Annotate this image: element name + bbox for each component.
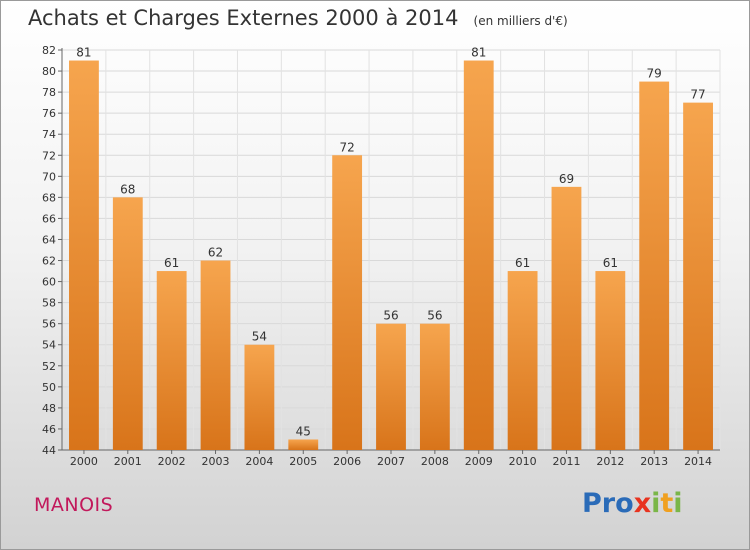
bar-2013 <box>639 81 670 450</box>
bar-value-label: 77 <box>690 88 705 102</box>
bar-2006 <box>332 155 363 450</box>
y-tick-label: 44 <box>42 444 56 457</box>
bar-value-label: 61 <box>603 256 618 270</box>
axes: 44 46 48 50 52 54 56 58 60 62 64 66 68 70 72 74 76 78 80 82… <box>42 44 720 468</box>
bar-2010 <box>507 271 538 450</box>
y-tick-label: 52 <box>42 360 56 373</box>
x-tick-label: 2003 <box>202 455 230 468</box>
bar-value-label: 69 <box>559 172 574 186</box>
bar-2001 <box>112 197 143 450</box>
logo-letter: P <box>582 488 602 519</box>
x-tick-label: 2006 <box>333 455 361 468</box>
y-tick-label: 58 <box>42 297 56 310</box>
x-tick-label: 2007 <box>377 455 405 468</box>
bars: 81 68 61 62 54 45 72 56 56 81 61 69 61 79 77 <box>69 46 713 451</box>
y-tick-label: 54 <box>42 339 56 352</box>
logo-letter: r <box>601 488 616 519</box>
x-tick-label: 2008 <box>421 455 449 468</box>
bar-value-label: 45 <box>296 424 311 438</box>
bar-value-label: 68 <box>120 182 135 196</box>
x-tick-label: 2001 <box>114 455 142 468</box>
y-tick-label: 62 <box>42 255 56 268</box>
bar-2012 <box>595 271 626 450</box>
y-tick-label: 60 <box>42 276 56 289</box>
x-tick-label: 2004 <box>245 455 273 468</box>
x-tick-label: 2014 <box>684 455 712 468</box>
logo-letter: t <box>660 488 674 519</box>
bar-2007 <box>376 323 406 450</box>
y-tick-label: 66 <box>42 212 56 225</box>
x-tick-label: 2009 <box>465 455 493 468</box>
bar-value-label: 79 <box>647 67 662 81</box>
y-tick-label: 76 <box>42 107 56 120</box>
city-name: MANOIS <box>34 494 114 516</box>
logo-letter: x <box>633 488 652 519</box>
logo-letter: o <box>615 488 634 519</box>
bar-value-label: 62 <box>208 246 223 260</box>
y-tick-label: 46 <box>42 423 56 436</box>
x-tick-label: 2002 <box>158 455 186 468</box>
bar-2008 <box>419 323 450 450</box>
y-tick-label: 74 <box>42 128 56 141</box>
logo-letter: i <box>651 488 661 519</box>
x-tick-label: 2011 <box>552 455 580 468</box>
bar-2011 <box>551 186 582 450</box>
bar-2002 <box>156 271 187 450</box>
x-tick-label: 2013 <box>640 455 668 468</box>
chart-unit: (en milliers d'€) <box>473 14 568 28</box>
bar-value-label: 81 <box>471 46 486 60</box>
x-tick-label: 2005 <box>289 455 317 468</box>
bar-value-label: 56 <box>383 309 398 323</box>
y-tick-label: 78 <box>42 86 56 99</box>
x-tick-label: 2012 <box>596 455 624 468</box>
bar-2014 <box>683 102 713 450</box>
bar-2000 <box>69 60 99 451</box>
chart-title-block: Achats et Charges Externes 2000 à 2014 (… <box>28 6 568 30</box>
chart-title: Achats et Charges Externes 2000 à 2014 <box>28 6 459 30</box>
y-tick-label: 50 <box>42 381 56 394</box>
x-tick-label: 2010 <box>509 455 537 468</box>
y-tick-label: 80 <box>42 65 56 78</box>
bar-value-label: 54 <box>252 330 267 344</box>
bar-2009 <box>463 60 494 451</box>
proxiti-logo: Proxiti <box>582 488 683 519</box>
bar-value-label: 56 <box>427 309 442 323</box>
y-tick-label: 56 <box>42 318 56 331</box>
bar-value-label: 61 <box>164 256 179 270</box>
bar-value-label: 81 <box>76 46 91 60</box>
y-tick-label: 64 <box>42 233 56 246</box>
y-tick-label: 72 <box>42 149 56 162</box>
bar-value-label: 72 <box>339 140 354 154</box>
bar-value-label: 61 <box>515 256 530 270</box>
logo-letter: i <box>673 488 683 519</box>
bar-2004 <box>244 344 275 450</box>
bar-2003 <box>200 260 231 450</box>
bar-2005 <box>288 439 319 450</box>
y-tick-label: 48 <box>42 402 56 415</box>
y-tick-label: 68 <box>42 191 56 204</box>
x-tick-label: 2000 <box>70 455 98 468</box>
y-tick-label: 82 <box>42 44 56 57</box>
y-tick-label: 70 <box>42 170 56 183</box>
